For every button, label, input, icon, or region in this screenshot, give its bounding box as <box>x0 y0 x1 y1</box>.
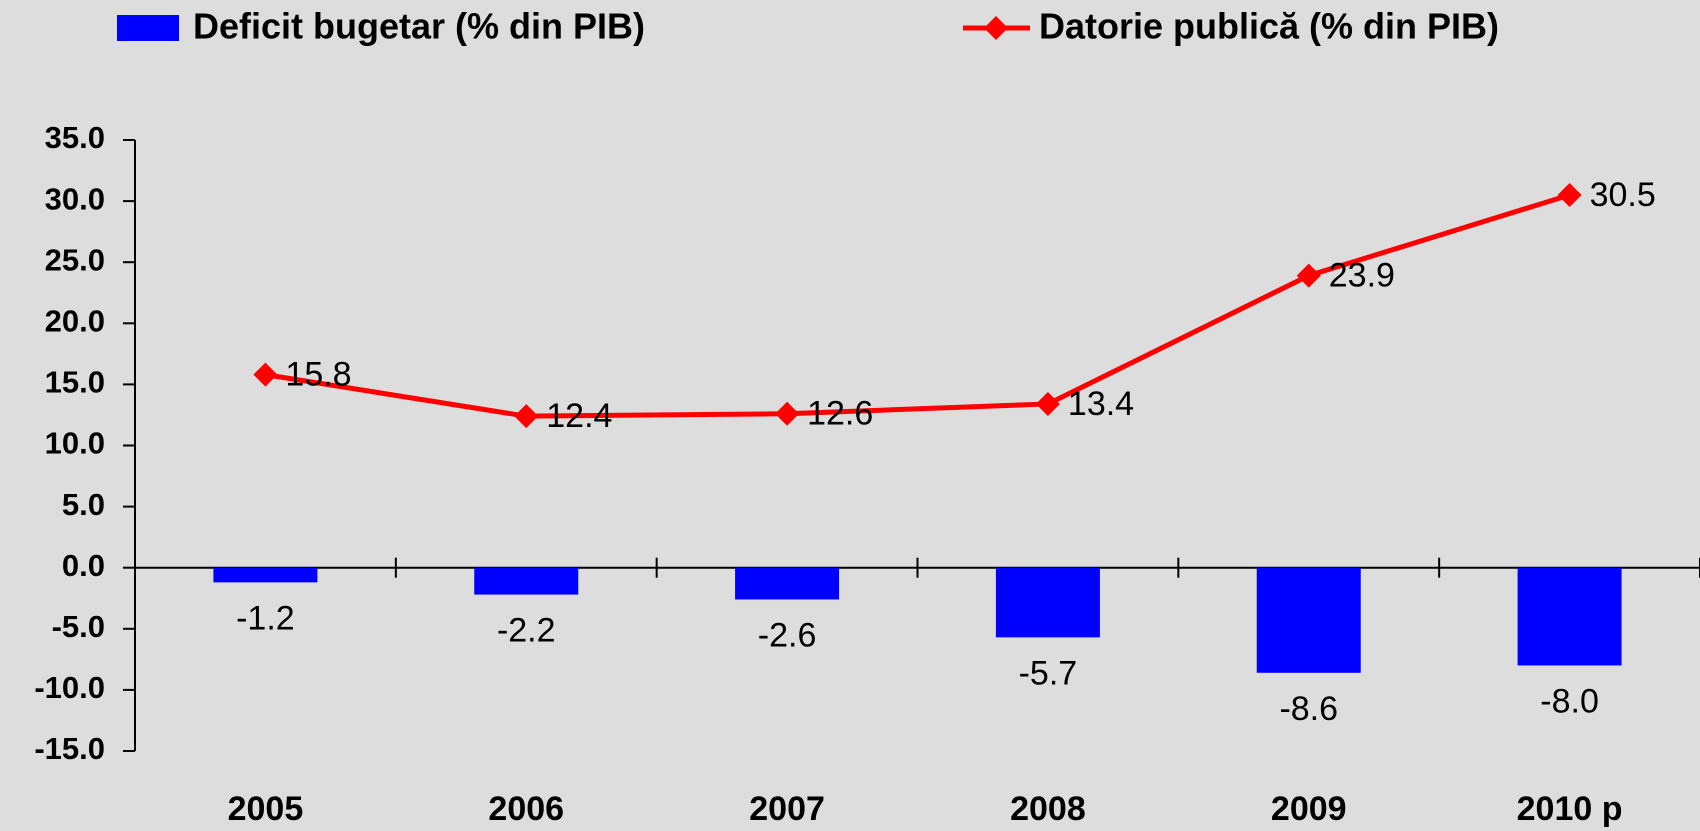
x-tick-label: 2006 <box>488 790 564 828</box>
y-tick-label: -15.0 <box>34 731 105 766</box>
legend-label: Datorie publică (% din PIB) <box>1039 6 1499 47</box>
y-tick-label: 20.0 <box>45 303 105 338</box>
marker <box>775 401 800 426</box>
legend-label: Deficit bugetar (% din PIB) <box>193 6 645 47</box>
bar <box>213 567 318 583</box>
data-label: 12.4 <box>546 397 612 435</box>
legend-marker <box>984 16 1008 40</box>
x-tick-label: 2009 <box>1271 790 1347 828</box>
line <box>265 192 1571 419</box>
y-tick-label: 25.0 <box>45 242 105 277</box>
y-tick-label: 5.0 <box>62 487 105 522</box>
data-label: 12.6 <box>807 395 873 433</box>
data-label: -5.7 <box>1019 654 1078 692</box>
legend-swatch <box>117 15 179 41</box>
y-tick-label: -5.0 <box>52 609 105 644</box>
marker <box>1296 263 1321 288</box>
data-label: 23.9 <box>1329 257 1395 295</box>
data-label: -2.6 <box>758 616 817 654</box>
y-tick-label: 35.0 <box>45 120 105 155</box>
data-label: -8.0 <box>1540 682 1599 720</box>
bar <box>1517 567 1622 666</box>
data-label: -1.2 <box>236 599 295 637</box>
x-tick-label: 2010 p <box>1517 790 1623 828</box>
bar <box>474 567 579 595</box>
data-label: -2.2 <box>497 612 556 650</box>
data-label: 30.5 <box>1590 176 1656 214</box>
bar <box>995 567 1100 638</box>
bar <box>1256 567 1361 673</box>
y-tick-label: 15.0 <box>45 365 105 400</box>
data-label: 15.8 <box>285 356 351 394</box>
x-tick-label: 2005 <box>228 790 304 828</box>
bar <box>735 567 840 600</box>
y-tick-label: 0.0 <box>62 548 105 583</box>
marker <box>514 404 539 429</box>
y-tick-label: 30.0 <box>45 181 105 216</box>
marker <box>1557 182 1582 207</box>
x-tick-label: 2008 <box>1010 790 1086 828</box>
y-tick-label: 10.0 <box>45 426 105 461</box>
data-label: -8.6 <box>1279 690 1338 728</box>
x-tick-label: 2007 <box>749 790 825 828</box>
marker <box>1035 391 1060 416</box>
marker <box>253 362 278 387</box>
y-tick-label: -10.0 <box>34 670 105 705</box>
data-label: 13.4 <box>1068 385 1134 423</box>
